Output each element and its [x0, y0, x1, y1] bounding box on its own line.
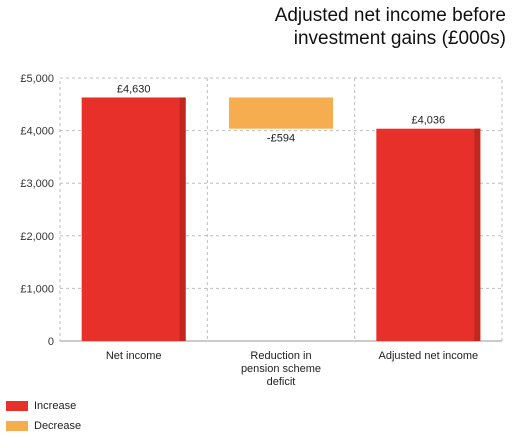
legend-label-decrease: Decrease	[34, 420, 82, 432]
chart-title-line-2: investment gains (£000s)	[293, 28, 506, 49]
x-category-label: Reduction in	[250, 350, 311, 362]
y-tick-label: 0	[48, 336, 54, 348]
bar-increase	[376, 128, 481, 341]
legend-label-increase: Increase	[34, 400, 77, 412]
y-tick-label: £2,000	[20, 231, 54, 243]
y-tick-label: £4,000	[20, 126, 54, 138]
legend-item-decrease: Decrease	[6, 416, 81, 436]
y-tick-label: £1,000	[20, 283, 54, 295]
legend-swatch-increase	[6, 401, 28, 411]
x-category-label: pension scheme	[241, 363, 321, 375]
y-tick-label: £3,000	[20, 178, 54, 190]
legend-item-increase: Increase	[6, 396, 81, 416]
bar-decrease	[229, 97, 333, 129]
chart-title-line-1: Adjusted net income before	[274, 5, 506, 26]
x-category-label: Adjusted net income	[378, 350, 478, 362]
legend: Increase Decrease	[6, 396, 81, 436]
bar-increase	[81, 97, 186, 341]
bar-value-label: £4,630	[117, 83, 151, 95]
chart-title: Adjusted net income before investment ga…	[166, 4, 506, 50]
bar-value-label: £4,036	[412, 115, 446, 127]
y-tick-label: £5,000	[20, 73, 54, 85]
bar-value-label: -£594	[267, 133, 295, 145]
legend-swatch-decrease	[6, 421, 28, 431]
bar-edge-shade	[474, 128, 481, 341]
x-category-label: Net income	[106, 350, 162, 362]
x-category-label: deficit	[267, 376, 296, 388]
bar-edge-shade	[179, 97, 186, 341]
